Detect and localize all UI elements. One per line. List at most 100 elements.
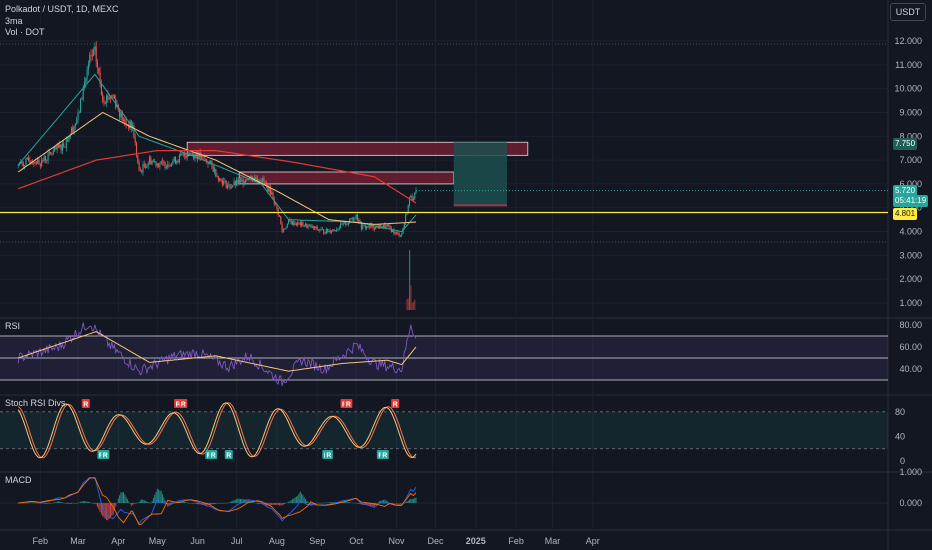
macd-hist-bar bbox=[289, 501, 291, 503]
candle bbox=[269, 186, 271, 195]
macd-hist-bar bbox=[203, 503, 205, 506]
candle bbox=[399, 235, 401, 237]
stoch-pane-label: Stoch RSI Divs bbox=[5, 398, 66, 408]
candle bbox=[406, 213, 408, 216]
candle bbox=[26, 157, 28, 159]
candle bbox=[151, 161, 153, 165]
macd-hist-bar bbox=[106, 503, 108, 521]
macd-hist-bar bbox=[150, 503, 152, 504]
macd-hist-bar bbox=[115, 503, 117, 507]
macd-hist-bar bbox=[327, 502, 329, 504]
candle bbox=[215, 168, 217, 177]
candle bbox=[152, 161, 154, 162]
candle bbox=[171, 162, 173, 167]
candle bbox=[223, 180, 225, 185]
macd-hist-bar bbox=[39, 503, 41, 504]
candle bbox=[47, 153, 49, 161]
candle bbox=[321, 229, 323, 230]
candle bbox=[367, 226, 369, 228]
macd-hist-bar bbox=[238, 498, 240, 503]
macd-hist-bar bbox=[155, 491, 157, 503]
candle bbox=[225, 180, 227, 188]
macd-pane-label: MACD bbox=[5, 475, 32, 485]
candle bbox=[69, 134, 71, 138]
candle bbox=[68, 137, 70, 142]
candle bbox=[336, 229, 338, 231]
rsi-axis-label: 40.00 bbox=[899, 364, 922, 374]
macd-hist-bar bbox=[359, 503, 361, 505]
macd-hist-bar bbox=[286, 502, 288, 503]
macd-hist-bar bbox=[111, 503, 113, 516]
rsi-ma-line bbox=[18, 331, 417, 372]
macd-hist-bar bbox=[107, 503, 109, 521]
macd-hist-bar bbox=[195, 503, 197, 504]
candle bbox=[317, 229, 320, 231]
macd-hist-bar bbox=[86, 501, 88, 503]
macd-hist-bar bbox=[370, 503, 371, 506]
macd-hist-bar bbox=[268, 503, 270, 506]
macd-hist-bar bbox=[229, 501, 231, 503]
macd-hist-bar bbox=[20, 502, 22, 504]
macd-hist-bar bbox=[126, 499, 128, 503]
candle bbox=[42, 160, 44, 162]
macd-hist-bar bbox=[184, 502, 186, 503]
macd-hist-bar bbox=[175, 502, 176, 504]
currency-button[interactable]: USDT bbox=[890, 3, 926, 21]
macd-hist-bar bbox=[181, 501, 183, 503]
candle bbox=[224, 180, 226, 182]
candle bbox=[366, 226, 368, 229]
macd-hist-bar bbox=[173, 503, 175, 504]
candle bbox=[198, 152, 200, 159]
candle bbox=[178, 155, 180, 163]
candle bbox=[185, 155, 187, 158]
ma-slow-line bbox=[17, 150, 417, 204]
macd-hist-bar bbox=[58, 501, 59, 503]
macd-hist-bar bbox=[284, 503, 286, 504]
candle bbox=[104, 102, 106, 104]
macd-hist-bar bbox=[123, 492, 124, 503]
macd-hist-bar bbox=[401, 503, 403, 504]
macd-hist-bar bbox=[80, 501, 82, 503]
candle bbox=[121, 111, 123, 122]
candle bbox=[294, 223, 296, 225]
macd-hist-bar bbox=[355, 502, 357, 504]
candle bbox=[213, 168, 216, 172]
candle bbox=[230, 186, 232, 188]
candle bbox=[163, 162, 165, 163]
macd-hist-bar bbox=[76, 503, 78, 504]
macd-hist-bar bbox=[242, 499, 244, 503]
candle bbox=[255, 177, 257, 179]
candle bbox=[234, 181, 236, 186]
candle bbox=[268, 186, 270, 192]
candle bbox=[228, 184, 230, 186]
price-axis-label: 2.000 bbox=[899, 274, 922, 284]
macd-hist-bar bbox=[381, 500, 383, 503]
macd-hist-bar bbox=[371, 503, 373, 506]
macd-hist-bar bbox=[71, 503, 72, 504]
macd-hist-bar bbox=[128, 501, 130, 503]
macd-hist-bar bbox=[223, 503, 225, 504]
macd-hist-bar bbox=[138, 501, 140, 503]
macd-hist-bar bbox=[48, 503, 50, 504]
candle bbox=[148, 157, 151, 163]
macd-hist-bar bbox=[93, 503, 95, 504]
macd-hist-bar bbox=[84, 501, 85, 503]
macd-hist-bar bbox=[85, 501, 87, 503]
candle bbox=[380, 224, 382, 229]
candle bbox=[87, 63, 89, 70]
macd-hist-bar bbox=[414, 497, 416, 503]
candle bbox=[229, 184, 231, 188]
candle bbox=[281, 223, 283, 232]
price-axis-label: 7.000 bbox=[899, 155, 922, 165]
candle bbox=[112, 95, 114, 97]
macd-signal-line bbox=[18, 477, 417, 526]
candle bbox=[315, 226, 317, 229]
price-axis-label: 4.000 bbox=[899, 227, 922, 237]
candle bbox=[277, 208, 279, 216]
macd-hist-bar bbox=[385, 500, 387, 503]
candle bbox=[54, 147, 56, 151]
candle bbox=[181, 153, 183, 155]
candle bbox=[347, 222, 349, 225]
candle bbox=[216, 176, 218, 178]
